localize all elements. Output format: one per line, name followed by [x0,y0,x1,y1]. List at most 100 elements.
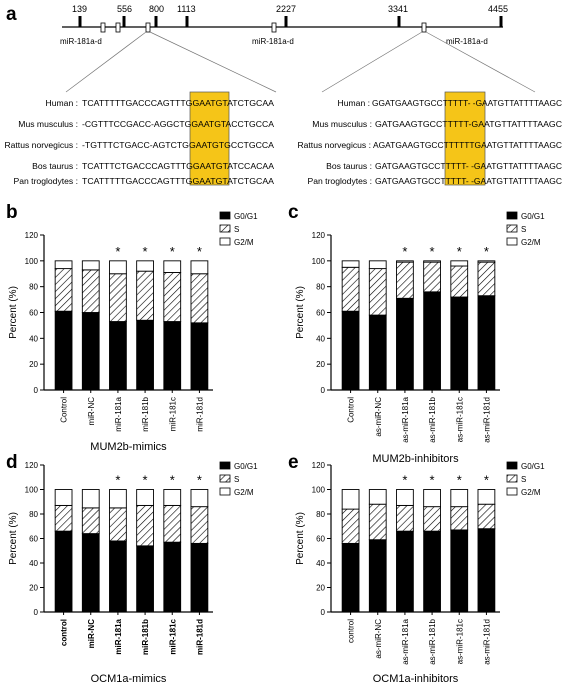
y-tick-label: 100 [25,257,39,266]
position-label: 3341 [388,4,408,14]
bar-segment-g2-m [136,260,154,272]
x-tick-label: as-miR-181b [428,396,437,442]
significance-star: * [197,244,202,259]
significance-star: * [115,473,120,488]
bar-segment-g2-m [396,489,414,506]
x-tick-label: Control [60,397,69,423]
bar-segment-s [477,503,496,530]
species-label: Mus musculus : [312,119,372,129]
legend-swatch [219,237,231,246]
significance-star: * [170,244,175,259]
legend-label: S [521,475,526,484]
legend-swatch [219,211,231,220]
x-tick-label: miR-181a [114,618,123,654]
sequence: AGATGAAGTGCCTTTTTTGAATGTTATTTTAAGC [373,140,562,150]
x-tick-label: as-miR-181c [455,619,464,664]
bar-segment-g2-m [54,260,73,270]
significance-star: * [402,244,407,259]
bar-segment-g0-g1 [450,529,469,613]
bar-segment-g2-m [477,489,496,505]
bar-segment-g2-m [423,260,441,263]
bar-segment-s [341,266,360,312]
y-axis-title: Percent (%) [8,286,19,339]
x-axis-title: MUM2b-inhibitors [372,453,459,465]
zoom-lines [65,31,536,93]
legend-label: G0/G1 [234,462,258,471]
position-label: 1113 [177,4,196,14]
seed-highlight-right [444,91,486,186]
species-label: Mus musculus : [18,119,78,129]
y-tick-label: 100 [312,486,326,495]
bar-segment-g2-m [450,260,469,267]
bar-segment-g2-m [163,260,182,273]
position-label: 556 [117,4,132,14]
y-tick-label: 0 [321,608,326,617]
legend-label: G2/M [521,488,541,497]
panel-letter: c [288,202,299,223]
legend-label: G2/M [234,238,254,247]
legend-swatch [506,487,518,496]
panel-letter: b [6,202,18,223]
x-tick-label: miR-181b [141,396,150,431]
bar-segment-g2-m [190,489,209,508]
bar-segment-s [396,504,414,532]
x-tick-label: as-miR-181d [482,619,491,665]
species-label: Human : [338,98,370,108]
x-axis-title: OCM1a-inhibitors [373,673,459,685]
legend-label: G0/G1 [521,212,545,221]
alignment-left: Human : TCATTTTTGACCCAGTTTGGAATGTATCTGCA… [4,98,274,186]
x-tick-label: miR-181d [195,397,204,432]
bar-segment-g0-g1 [136,319,154,391]
bar-segment-s [341,508,360,544]
y-tick-label: 20 [316,584,325,593]
legend-label: S [234,225,239,234]
y-axis-title: Percent (%) [295,512,306,565]
species-label: Bos taurus : [326,161,372,171]
bar-segment-g2-m [368,489,387,505]
legend-label: S [521,225,526,234]
bar-segment-g0-g1 [477,528,496,613]
bar-segment-g2-m [368,260,387,270]
x-tick-label: as-miR-NC [374,619,383,659]
y-tick-label: 0 [34,386,39,395]
x-tick-label: as-miR-181b [428,618,437,664]
seed-highlight-left [189,91,230,186]
bar-segment-g0-g1 [341,542,360,613]
significance-star: * [170,473,175,488]
bar-segment-s [190,506,209,544]
sequence: GATGAAGTGCCTTTTT- -GAATGTTATTTTAAGC [375,176,562,186]
significance-star: * [197,473,202,488]
bar-segment-g0-g1 [81,533,100,613]
bar-segment-s [396,261,414,299]
legend-swatch [506,237,518,246]
legend-label: G0/G1 [521,462,545,471]
sequence: -TGTTTCTGACC-AGTCTGGAATGTGCCTGCCA [82,140,274,150]
y-tick-label: 120 [312,231,326,240]
y-tick-label: 120 [25,231,39,240]
x-tick-label: miR-181a [114,396,123,431]
sequence: GGATGAAGTGCCTTTTT- -GAATGTTATTTTAAGC [372,98,562,108]
y-tick-label: 80 [29,510,38,519]
bar-segment-g0-g1 [54,530,73,613]
bar-segment-s [163,504,182,543]
bar-segment-s [190,273,209,324]
bar-segment-s [109,273,127,322]
sequence: TCATTTTTGACCCAGTTTGGAATGTATCTGCAA [82,176,274,186]
bar-segment-s [368,503,387,541]
bar-segment-s [450,506,469,531]
significance-star: * [115,244,120,259]
y-tick-label: 20 [29,584,38,593]
position-label: 139 [72,4,87,14]
panel-a: a 139 556 800 1113 2227 3341 4455 miR-18… [4,4,562,186]
bar-segment-g2-m [423,489,441,508]
bar-segment-g2-m [190,260,209,275]
bar-segment-s [54,504,73,532]
x-tick-label: as-miR-181d [482,397,491,443]
legend-swatch [219,461,231,470]
sequence: -CGTTTCCGACC-AGGCTGGAATGTACCTGCCA [82,119,274,129]
legend-label: S [234,475,239,484]
bar-segment-g0-g1 [423,291,441,391]
x-tick-label: miR-NC [87,619,96,649]
bar-segment-g2-m [450,489,469,508]
chart-panel-b: b 0 20 40 60 80 100 120 Percent (%) Control miR-NC… [6,202,258,453]
